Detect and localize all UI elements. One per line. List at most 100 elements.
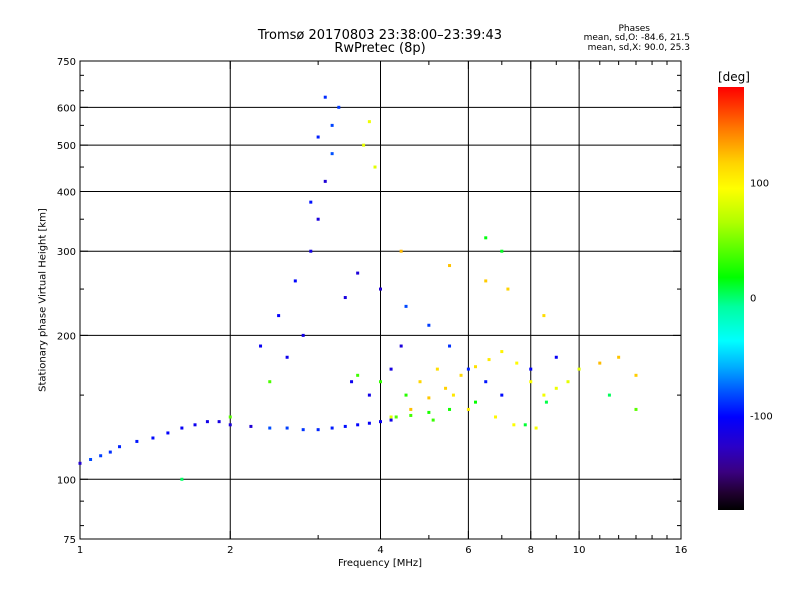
data-point — [331, 124, 334, 127]
x-tick-label: 16 — [675, 545, 688, 556]
data-point — [467, 408, 470, 411]
data-point — [400, 345, 403, 348]
y-tick-label: 750 — [57, 57, 76, 68]
data-point — [474, 365, 477, 368]
data-point — [529, 368, 532, 371]
data-point — [218, 420, 221, 423]
data-point — [634, 408, 637, 411]
x-tick-label: 6 — [465, 545, 471, 556]
data-point — [608, 394, 611, 397]
data-point — [515, 362, 518, 365]
y-tick-label: 600 — [57, 103, 76, 114]
data-point — [494, 415, 497, 418]
data-point — [249, 425, 252, 428]
data-point — [400, 250, 403, 253]
data-point — [535, 427, 538, 430]
data-point — [555, 387, 558, 390]
data-point — [542, 314, 545, 317]
data-point — [317, 428, 320, 431]
data-point — [634, 374, 637, 377]
data-point — [529, 380, 532, 383]
data-point — [379, 420, 382, 423]
data-point — [506, 288, 509, 291]
data-point — [317, 136, 320, 139]
data-point — [350, 380, 353, 383]
data-point — [368, 120, 371, 123]
data-point — [444, 387, 447, 390]
data-point — [317, 218, 320, 221]
data-point — [286, 427, 289, 430]
data-point — [302, 428, 305, 431]
data-point — [484, 380, 487, 383]
data-point — [89, 458, 92, 461]
data-point — [277, 314, 280, 317]
data-point — [180, 427, 183, 430]
data-point — [578, 368, 581, 371]
data-point — [324, 96, 327, 99]
data-point — [194, 423, 197, 426]
data-point — [109, 451, 112, 454]
data-point — [362, 144, 365, 147]
data-point — [448, 345, 451, 348]
data-point — [99, 454, 102, 457]
x-tick-label: 8 — [528, 545, 534, 556]
x-tick-label: 1 — [77, 545, 83, 556]
data-point — [545, 401, 548, 404]
data-point — [512, 423, 515, 426]
data-point — [436, 368, 439, 371]
data-point — [542, 394, 545, 397]
data-point — [448, 264, 451, 267]
data-point — [337, 106, 340, 109]
data-point — [484, 279, 487, 282]
data-point — [229, 423, 232, 426]
y-tick-label: 400 — [57, 187, 76, 198]
data-point — [331, 427, 334, 430]
data-point — [395, 415, 398, 418]
data-point — [166, 431, 169, 434]
data-point — [302, 334, 305, 337]
y-tick-label: 300 — [57, 247, 76, 258]
data-point — [135, 440, 138, 443]
data-point — [118, 445, 121, 448]
data-point — [409, 414, 412, 417]
data-point — [309, 201, 312, 204]
data-point — [309, 250, 312, 253]
data-point — [180, 478, 183, 481]
data-point — [567, 380, 570, 383]
y-tick-label: 100 — [57, 475, 76, 486]
data-point — [356, 423, 359, 426]
data-point — [268, 380, 271, 383]
data-point — [452, 394, 455, 397]
data-point — [488, 358, 491, 361]
data-point — [500, 350, 503, 353]
data-point — [419, 380, 422, 383]
data-point — [268, 427, 271, 430]
data-point — [259, 345, 262, 348]
data-point — [500, 394, 503, 397]
data-point — [344, 296, 347, 299]
data-point — [460, 374, 463, 377]
data-point — [617, 356, 620, 359]
data-point — [390, 415, 393, 418]
y-tick-label: 200 — [57, 331, 76, 342]
data-point — [500, 250, 503, 253]
x-tick-label: 4 — [377, 545, 383, 556]
data-point — [427, 411, 430, 414]
y-tick-label: 75 — [63, 535, 76, 546]
data-point — [427, 324, 430, 327]
data-point — [524, 423, 527, 426]
data-point — [474, 401, 477, 404]
data-point — [368, 422, 371, 425]
data-point — [405, 305, 408, 308]
data-point — [427, 396, 430, 399]
data-point — [484, 236, 487, 239]
x-tick-label: 10 — [573, 545, 586, 556]
data-point — [409, 408, 412, 411]
data-point — [206, 420, 209, 423]
data-point — [229, 415, 232, 418]
data-point — [79, 462, 82, 465]
x-tick-label: 2 — [227, 545, 233, 556]
data-point — [467, 368, 470, 371]
data-point — [356, 374, 359, 377]
